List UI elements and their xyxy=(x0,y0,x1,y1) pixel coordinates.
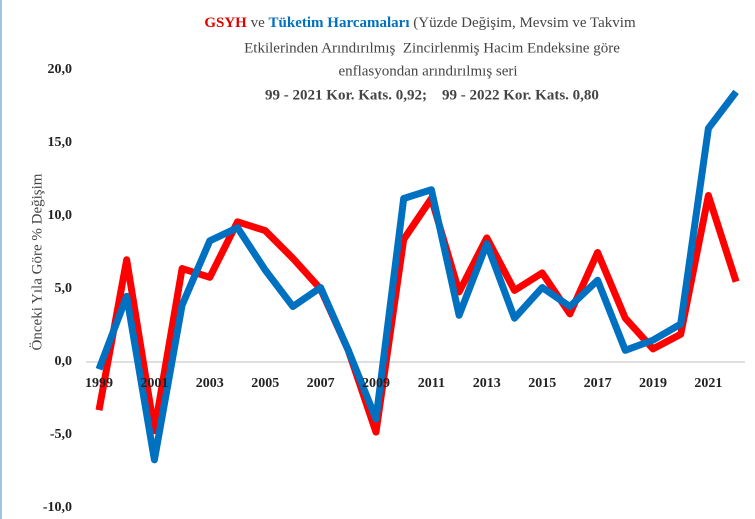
x-tick-label: 2009 xyxy=(362,376,390,391)
title-series-1: GSYH xyxy=(204,15,247,31)
x-tick-label: 2017 xyxy=(584,376,612,391)
title-rest: (Yüzde Değişim, Mevsim ve Takvim xyxy=(410,15,636,31)
y-tick-label: 0,0 xyxy=(55,354,73,369)
y-tick-label: 10,0 xyxy=(48,208,73,223)
y-axis-label: Önceki Yıla Göre % Değişim xyxy=(28,173,45,350)
x-tick-label: 2015 xyxy=(528,376,556,391)
title-line: 99 - 2021 Kor. Kats. 0,92; 99 - 2022 Kor… xyxy=(265,87,599,103)
x-tick-label: 2019 xyxy=(639,376,667,391)
chart-title: GSYH ve Tüketim Harcamaları (Yüzde Değiş… xyxy=(204,15,636,31)
x-tick-label: 2003 xyxy=(196,376,224,391)
title-line: Etkilerinden Arındırılmış Zincirlenmiş H… xyxy=(244,40,620,56)
x-tick-label: 2021 xyxy=(694,376,722,391)
x-tick-label: 1999 xyxy=(85,376,113,391)
y-tick-label: 20,0 xyxy=(48,62,73,77)
title-series-2: Tüketim Harcamaları xyxy=(269,15,410,31)
x-tick-label: 2013 xyxy=(473,376,501,391)
title-connector: ve xyxy=(247,15,269,31)
x-tick-label: 2011 xyxy=(418,376,445,391)
y-tick-label: 15,0 xyxy=(48,135,73,150)
title-line: enflasyondan arındırılmış seri xyxy=(338,63,517,79)
y-tick-label: 5,0 xyxy=(55,281,73,296)
x-tick-label: 2007 xyxy=(307,376,335,391)
x-tick-label: 2005 xyxy=(251,376,279,391)
y-tick-label: -10,0 xyxy=(43,500,72,515)
x-tick-label: 2001 xyxy=(140,376,168,391)
series-line xyxy=(95,192,740,436)
y-tick-label: -5,0 xyxy=(50,427,72,442)
series-line xyxy=(95,89,739,464)
